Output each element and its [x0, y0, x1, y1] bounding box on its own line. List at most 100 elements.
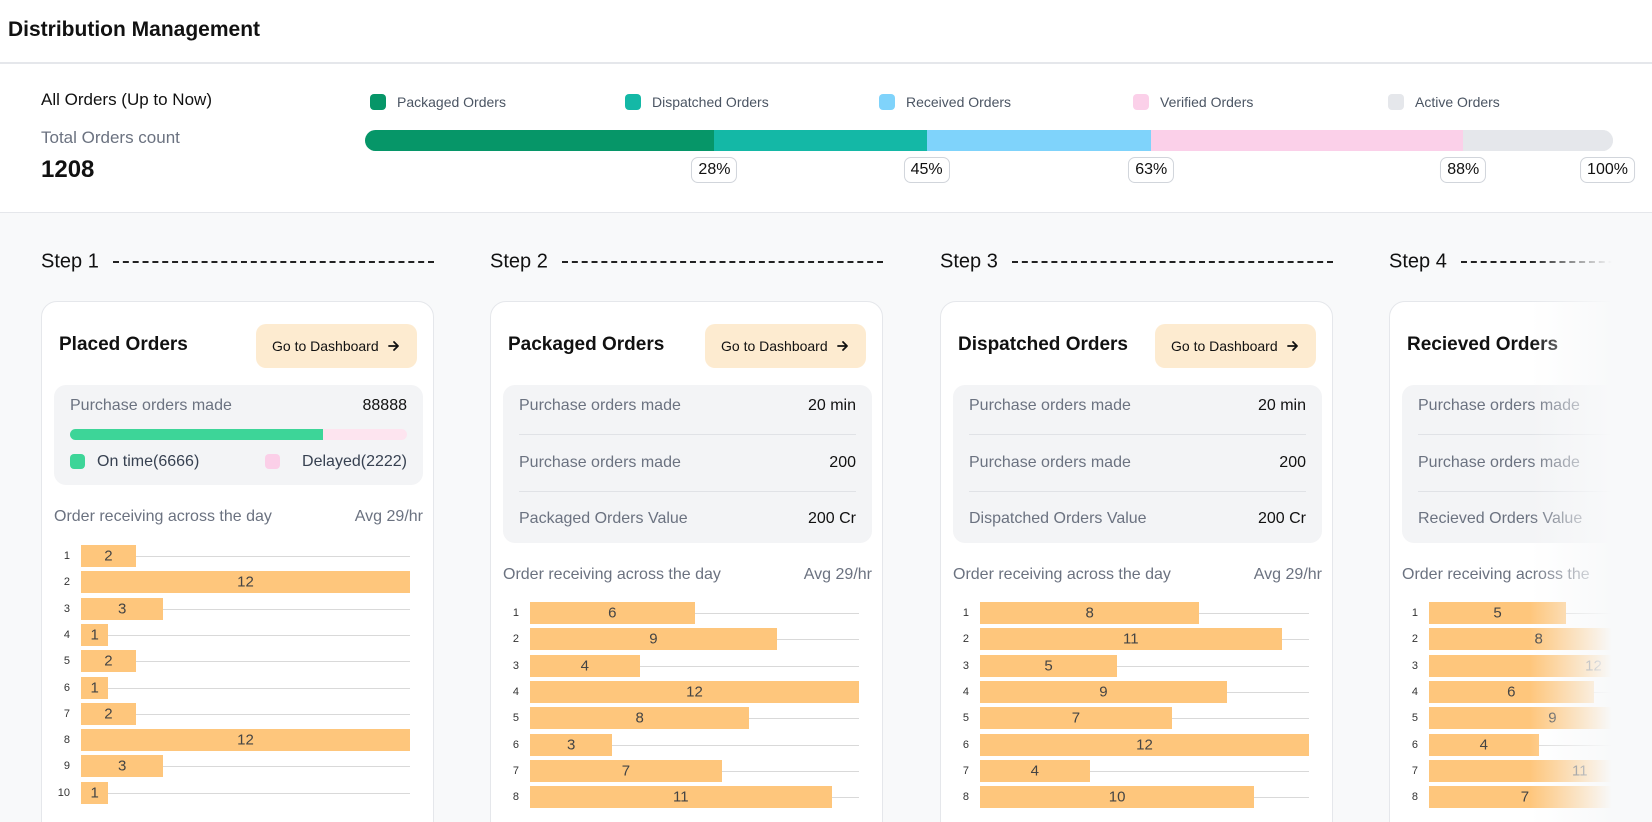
stats-box: Purchase orders made 88888 On time(6666) De…	[54, 385, 423, 485]
grid-line	[980, 665, 1309, 667]
dashboard-button[interactable]: Go to Dashboard	[1155, 324, 1316, 368]
bar: 4	[530, 654, 640, 677]
category-label: 6	[512, 738, 519, 751]
bar-value-label: 5	[1493, 604, 1502, 622]
grid-line	[81, 634, 410, 636]
grid-line	[81, 556, 410, 557]
count: 1208	[41, 156, 95, 183]
stat-value: 200	[1279, 453, 1306, 471]
step-label: Step 3	[940, 250, 998, 273]
grid-line	[81, 661, 410, 663]
stat-value: 20 min	[807, 397, 856, 414]
bar-value-label: 7	[621, 762, 631, 780]
category-label: 9	[63, 760, 70, 773]
bar-value-label: 12	[237, 731, 254, 749]
step-card: Dispatched Orders Go to Dashboard Purchase…	[940, 301, 1333, 822]
legend-label: Active Orders	[1415, 94, 1500, 110]
progress-segment	[714, 130, 927, 151]
category-label: 7	[962, 764, 969, 777]
category-label: 1	[63, 550, 70, 562]
legend-swatch	[1388, 94, 1404, 110]
bar-value-label: 7	[1071, 709, 1081, 727]
bar: 8	[980, 602, 1200, 624]
bar-value-label: 3	[117, 600, 127, 618]
stat-value: 200	[829, 453, 856, 471]
card-title: Recieved Orders	[1407, 334, 1559, 355]
progress-label: 45%	[903, 157, 950, 183]
step-label: Step 2	[490, 250, 548, 273]
grid-line	[980, 770, 1309, 772]
category-label: 2	[512, 633, 519, 646]
grid-line	[81, 608, 410, 610]
category-label: 2	[63, 576, 70, 589]
category-label: 6	[63, 681, 70, 694]
bar-value-label: 5	[1044, 657, 1053, 675]
bar-value-label: 9	[1099, 683, 1108, 701]
category-label: 1	[1411, 607, 1418, 619]
bar: 12	[980, 733, 1309, 756]
bar: 8	[530, 707, 750, 730]
header: Distribution Management	[0, 0, 1652, 64]
bar-value-label: 8	[1085, 604, 1094, 622]
step-card: Placed Orders Go to Dashboard Purchase ord…	[41, 301, 434, 822]
bar: 12	[530, 680, 859, 703]
card-title: Packaged Orders	[508, 334, 665, 355]
grid-line	[530, 613, 859, 614]
progress-track	[365, 130, 1613, 151]
grid-line	[81, 792, 410, 794]
button-label: Go to Dashboard	[1171, 338, 1278, 354]
category-label: 10	[57, 786, 70, 799]
grid-line	[81, 713, 410, 715]
bar-value-label: 12	[1136, 736, 1153, 753]
bar-value-label: 1	[90, 679, 99, 696]
progress-label: 100%	[1580, 157, 1635, 183]
bar-value-label: 2	[104, 652, 113, 670]
bar-value-label: 1	[90, 784, 99, 802]
stat-value: 20 min	[1257, 397, 1306, 414]
stat-value: 200 Cr	[807, 510, 856, 527]
stat-label: Packaged Orders Value	[519, 510, 688, 527]
chart-average: Avg 29/hr	[354, 508, 423, 525]
chart-title: Order receiving across the day	[54, 508, 272, 525]
step-label: Step 1	[41, 250, 99, 273]
category-label: 3	[1411, 659, 1418, 672]
progress-label: 88%	[1440, 157, 1487, 183]
category-label: 3	[512, 659, 519, 672]
progress-segment	[1463, 130, 1613, 151]
legend-label: Dispatched Orders	[652, 94, 769, 110]
stats-box: Purchase orders made 20 min Purchase order…	[953, 385, 1322, 543]
category-label: 4	[512, 685, 519, 698]
legend-swatch	[1133, 94, 1149, 110]
arrow-icon	[388, 341, 399, 351]
stat-value: 88888	[362, 397, 408, 414]
bar: 12	[81, 729, 410, 752]
dashboard-button[interactable]: Go to Dashboard	[705, 324, 866, 368]
step-divider	[113, 261, 434, 263]
bar: 3	[81, 597, 164, 620]
button-label: Go to Dashboard	[272, 338, 379, 354]
category-label: 5	[63, 655, 70, 668]
stat-separator	[519, 490, 856, 492]
category-label: 6	[962, 738, 969, 751]
bar-value-label: 10	[1108, 788, 1126, 806]
bar: 7	[980, 707, 1172, 730]
page-title: Distribution Management	[8, 18, 261, 41]
progress-segment	[926, 130, 1152, 151]
bar-value-label: 2	[104, 705, 113, 723]
grid-line	[81, 766, 410, 768]
category-label: 8	[1411, 791, 1418, 804]
split-label: On time(6666)	[97, 453, 200, 470]
bar-value-label: 2	[104, 547, 113, 565]
chart-average: Avg 29/hr	[1253, 566, 1322, 583]
category-label: 8	[962, 791, 969, 804]
legend-swatch	[625, 94, 641, 110]
category-label: 5	[1411, 712, 1418, 725]
bar: 5	[980, 654, 1118, 677]
legend-swatch	[879, 94, 895, 110]
dashboard-button[interactable]: Go to Dashboard	[256, 324, 417, 368]
legend-swatch	[370, 94, 386, 110]
bar-value-label: 6	[1507, 683, 1516, 701]
category-label: 7	[1411, 764, 1418, 777]
category-label: 5	[962, 712, 969, 725]
category-label: 4	[962, 685, 969, 698]
